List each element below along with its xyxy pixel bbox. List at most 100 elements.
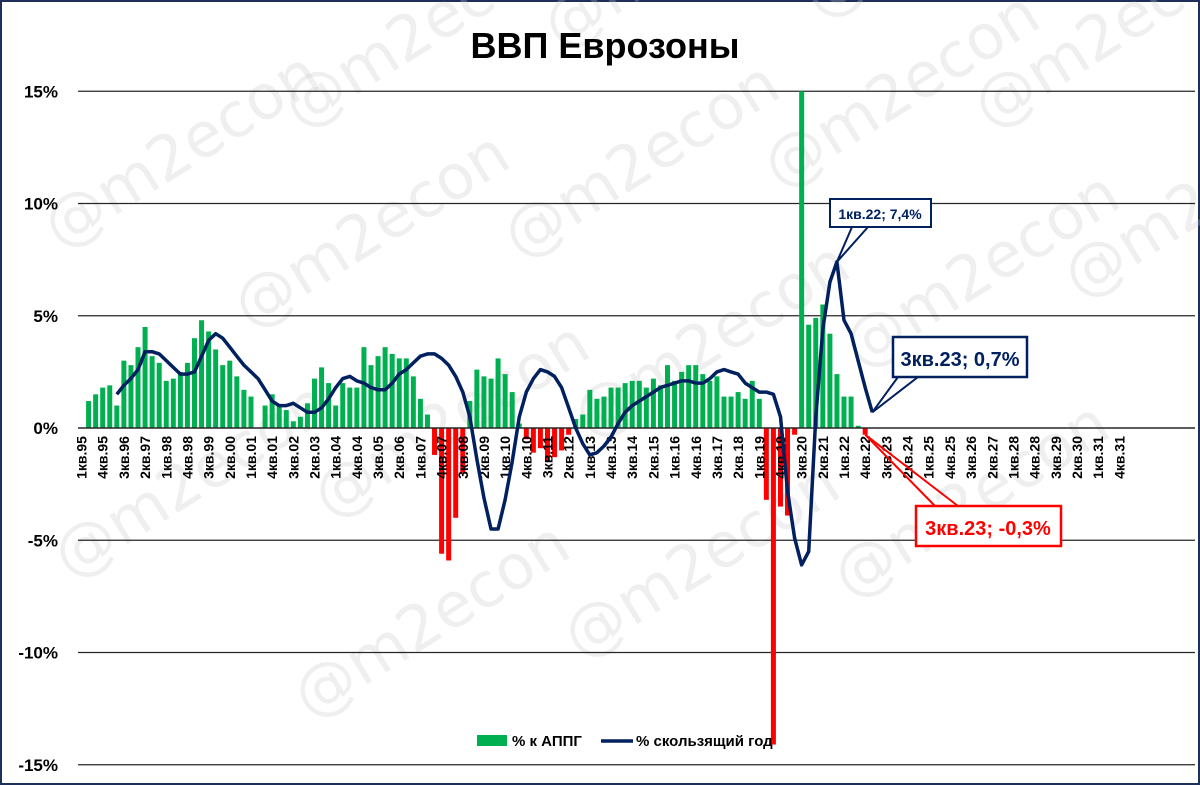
- annotation-last-bar-text: 3кв.23; -0,3%: [925, 518, 1051, 540]
- bar: [566, 428, 572, 435]
- x-tick-label: 4кв.98: [179, 436, 195, 479]
- bar: [319, 367, 325, 428]
- x-tick-label: 2кв.18: [730, 436, 746, 479]
- bar: [650, 378, 656, 428]
- bar: [114, 405, 120, 428]
- x-tick-label: 3кв.96: [116, 436, 132, 479]
- x-tick-label: 3кв.02: [285, 436, 301, 479]
- x-tick-label: 1кв.07: [412, 436, 428, 479]
- annotation-peak-leader: [835, 226, 869, 263]
- annotation-last-bar: 3кв.23; -0,3%: [864, 433, 1063, 548]
- bar: [601, 396, 607, 428]
- bar: [502, 374, 508, 428]
- legend-label-line: % скользящий год: [636, 733, 773, 750]
- x-tick-label: 2кв.15: [645, 436, 661, 479]
- bar: [121, 360, 127, 428]
- bar: [135, 347, 141, 428]
- watermark-text: @m2econ: [489, 46, 792, 273]
- x-tick-label: 4кв.25: [942, 436, 958, 479]
- watermark-text: @m2econ: [269, 0, 572, 143]
- bar: [177, 371, 183, 429]
- bar: [283, 410, 289, 428]
- x-tick-label: 4кв.13: [603, 436, 619, 479]
- bar: [227, 360, 233, 428]
- bar: [820, 304, 826, 428]
- bar: [326, 383, 332, 428]
- bar: [304, 403, 310, 429]
- annotation-last-bar-leader: [864, 433, 959, 507]
- y-tick-label: 0%: [33, 419, 58, 438]
- x-tick-label: 1кв.16: [667, 436, 683, 479]
- bar: [777, 428, 783, 507]
- bar: [481, 376, 487, 428]
- x-axis: 1кв.95 4кв.95 3кв.96 2кв.97 1кв.98 4кв.98 3кв.…: [74, 436, 1128, 479]
- x-tick-label: 1кв.28: [1005, 436, 1021, 479]
- bar: [665, 365, 671, 428]
- bar: [460, 428, 466, 473]
- bar: [213, 349, 219, 429]
- x-tick-label: 1кв.22: [836, 436, 852, 479]
- bar: [686, 365, 692, 428]
- x-tick-label: 3кв.11: [539, 436, 555, 478]
- bar: [163, 380, 169, 429]
- x-tick-label: 2кв.27: [984, 436, 1000, 479]
- bar: [206, 331, 212, 428]
- bar: [389, 353, 395, 428]
- bar: [622, 383, 628, 428]
- bar: [368, 365, 374, 428]
- bar: [834, 374, 840, 428]
- bar: [672, 380, 678, 429]
- bar-series: [86, 91, 868, 745]
- x-tick-label: 3кв.14: [624, 436, 640, 479]
- bar: [608, 387, 614, 428]
- bar: [636, 380, 642, 429]
- y-tick-label: 5%: [33, 307, 58, 326]
- x-tick-label: 4кв.07: [434, 436, 450, 479]
- y-tick-label: -5%: [28, 531, 58, 550]
- bar: [721, 396, 727, 428]
- y-axis: 15% 10% 5% 0% -5% -10% -15%: [18, 82, 58, 775]
- x-tick-label: 3кв.08: [455, 436, 471, 479]
- x-tick-label: 4кв.22: [857, 436, 873, 479]
- bar: [276, 405, 282, 428]
- bar: [615, 387, 621, 428]
- bar: [191, 338, 197, 428]
- bar: [424, 414, 430, 428]
- bar: [742, 398, 748, 428]
- x-tick-label: 4кв.95: [95, 436, 111, 479]
- bar: [756, 398, 762, 428]
- bar: [156, 362, 162, 428]
- bar: [855, 425, 861, 428]
- x-tick-label: 4кв.10: [518, 436, 534, 479]
- bar: [107, 385, 113, 428]
- annotation-last-line-text: 3кв.23; 0,7%: [900, 349, 1019, 371]
- annotation-peak: 1кв.22; 7,4%: [829, 198, 932, 263]
- bar: [262, 405, 268, 428]
- x-tick-label: 2кв.24: [900, 436, 916, 479]
- x-tick-label: 3кв.05: [370, 436, 386, 479]
- bar: [241, 389, 247, 428]
- bar: [417, 398, 423, 428]
- x-tick-label: 4кв.16: [688, 436, 704, 479]
- bar: [474, 369, 480, 428]
- bar: [269, 394, 275, 428]
- x-tick-label: 1кв.25: [921, 436, 937, 479]
- chart-title: ВВП Еврозоны: [471, 25, 740, 66]
- bar: [728, 396, 734, 428]
- bar: [763, 428, 769, 500]
- x-tick-label: 2кв.03: [307, 436, 323, 479]
- bar: [735, 392, 741, 428]
- watermark-text: @m2econ: [219, 116, 522, 343]
- x-tick-label: 1кв.04: [328, 436, 344, 479]
- watermark-text: @m2econ: [819, 386, 1122, 613]
- bar: [679, 371, 685, 429]
- bar: [785, 428, 791, 516]
- legend-label-bars: % к АППГ: [512, 733, 582, 750]
- bar: [234, 376, 240, 428]
- bar: [806, 324, 812, 428]
- bar: [488, 378, 494, 428]
- bar: [813, 318, 819, 429]
- x-tick-label: 3кв.26: [963, 436, 979, 479]
- x-tick-label: 4кв.31: [1111, 436, 1127, 479]
- bar: [453, 428, 459, 518]
